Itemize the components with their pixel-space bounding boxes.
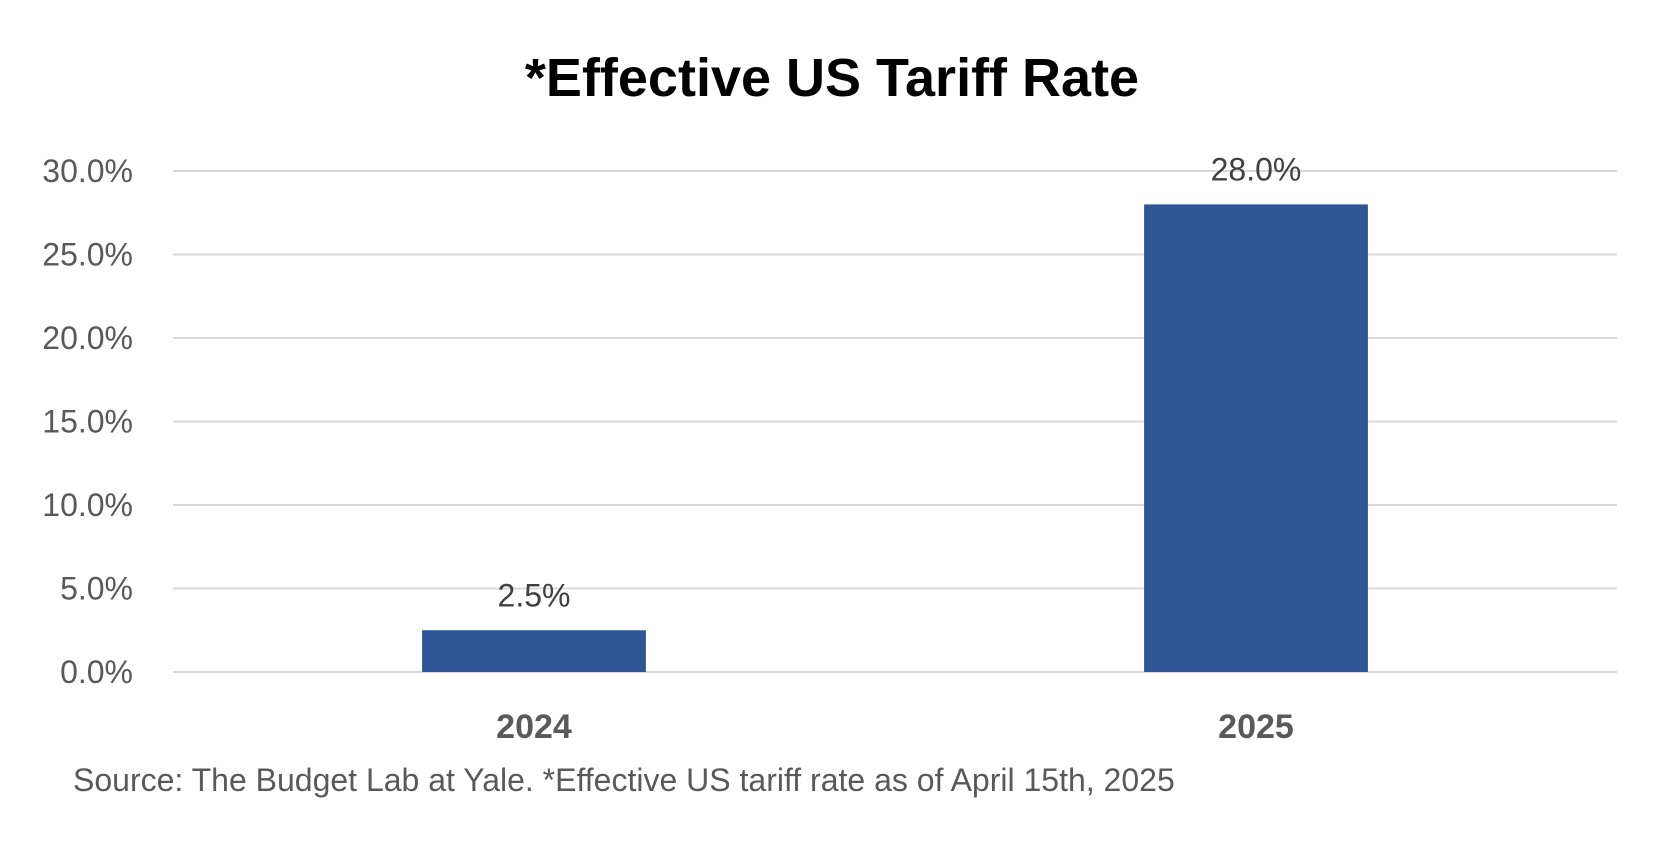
bar-2024 bbox=[422, 630, 646, 672]
gridlines bbox=[173, 170, 1617, 673]
y-tick-label: 30.0% bbox=[42, 153, 133, 189]
x-tick-label-2025: 2025 bbox=[1218, 708, 1294, 746]
y-tick-label: 25.0% bbox=[42, 237, 133, 273]
data-labels: 2.5% 28.0% bbox=[498, 151, 1302, 613]
y-tick-label: 5.0% bbox=[60, 571, 133, 607]
y-tick-label: 20.0% bbox=[42, 320, 133, 356]
y-tick-label: 0.0% bbox=[60, 654, 133, 690]
x-axis-ticks: 2024 2025 bbox=[496, 708, 1294, 746]
y-axis-ticks: 0.0% 5.0% 10.0% 15.0% 20.0% 25.0% 30.0% bbox=[42, 153, 133, 690]
bars bbox=[422, 204, 1368, 672]
source-note: Source: The Budget Lab at Yale. *Effecti… bbox=[73, 762, 1175, 798]
data-label-2025: 28.0% bbox=[1211, 151, 1302, 187]
data-label-2024: 2.5% bbox=[498, 577, 571, 613]
y-tick-label: 10.0% bbox=[42, 487, 133, 523]
y-tick-label: 15.0% bbox=[42, 404, 133, 440]
chart-title: *Effective US Tariff Rate bbox=[525, 48, 1139, 108]
x-tick-label-2024: 2024 bbox=[496, 708, 572, 746]
bar-2025 bbox=[1144, 204, 1368, 672]
